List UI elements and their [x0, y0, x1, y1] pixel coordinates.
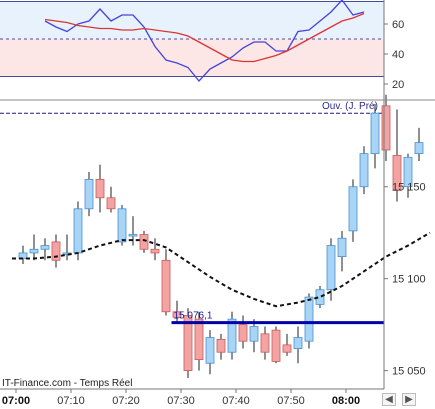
scroll-right-icon[interactable]: ▶	[402, 392, 416, 406]
price-y-tick-label: 15 100	[392, 274, 426, 286]
chart-labels: 60 40 20 15 150 15 100 15 050 07:00 07:10 07:20 0…	[2, 19, 426, 407]
candle-body	[227, 318, 237, 353]
candle-body	[359, 153, 369, 188]
price-y-tick-label: 15 050	[392, 366, 426, 378]
candle-body	[282, 344, 292, 353]
axes	[0, 0, 435, 393]
oscillator-panel	[0, 0, 384, 82]
osc-y-tick-label: 20	[392, 79, 404, 91]
candle-body	[29, 248, 39, 254]
candle-body	[161, 259, 171, 313]
candle-body	[51, 241, 61, 261]
candle-body	[73, 208, 83, 254]
candle-body	[172, 311, 182, 318]
oscillator-slow-line	[44, 12, 365, 63]
oscillator-fast-line	[44, 0, 365, 82]
oscillator-upper-zone	[0, 1, 384, 39]
candle-body	[150, 248, 160, 254]
candle-body	[40, 245, 50, 250]
candle-body	[238, 324, 248, 342]
osc-y-tick-label: 40	[392, 49, 404, 61]
x-tick-label: 07:00	[2, 395, 30, 407]
candle-body	[414, 142, 424, 155]
candle-body	[194, 318, 204, 360]
candle-body	[348, 186, 358, 232]
x-tick-label: 07:30	[167, 395, 195, 407]
x-tick-label: 07:40	[222, 395, 250, 407]
price-y-tick-label: 15 150	[392, 182, 426, 194]
candle-body	[304, 296, 314, 342]
candle-body	[249, 326, 259, 342]
source-watermark: IT-Finance.com - Temps Réel	[2, 378, 132, 389]
oscillator-lower-zone	[0, 39, 384, 77]
x-tick-label: 07:20	[112, 395, 140, 407]
candle-body	[392, 155, 402, 191]
candle-body	[128, 234, 138, 237]
scroll-arrows[interactable]: ◀ ▶	[366, 392, 432, 406]
candle-body	[260, 333, 270, 353]
candle-body	[403, 156, 413, 188]
candle-body	[293, 337, 303, 349]
candle-body	[370, 112, 380, 155]
candle-body	[271, 329, 281, 362]
prev-day-open-label: Ouv. (J. Pré)	[322, 101, 378, 112]
candle-body	[216, 338, 226, 353]
x-tick-label: 08:00	[332, 395, 360, 407]
moving-average-line	[12, 231, 431, 308]
x-tick-label: 07:10	[57, 395, 85, 407]
candle-body	[84, 178, 94, 210]
candle-body	[337, 237, 347, 258]
candle-body	[326, 245, 336, 291]
candle-body	[106, 197, 116, 210]
candle-body	[205, 337, 215, 364]
candle-body	[183, 315, 193, 372]
x-tick-label: 07:50	[277, 395, 305, 407]
osc-y-tick-label: 60	[392, 19, 404, 31]
price-level-label: 15 076,1	[174, 311, 213, 322]
price-panel	[0, 94, 431, 378]
candle-body	[139, 234, 149, 250]
candle-body	[117, 208, 127, 243]
candle-body	[381, 105, 391, 151]
candle-body	[95, 178, 105, 199]
scroll-left-icon[interactable]: ◀	[382, 392, 396, 406]
